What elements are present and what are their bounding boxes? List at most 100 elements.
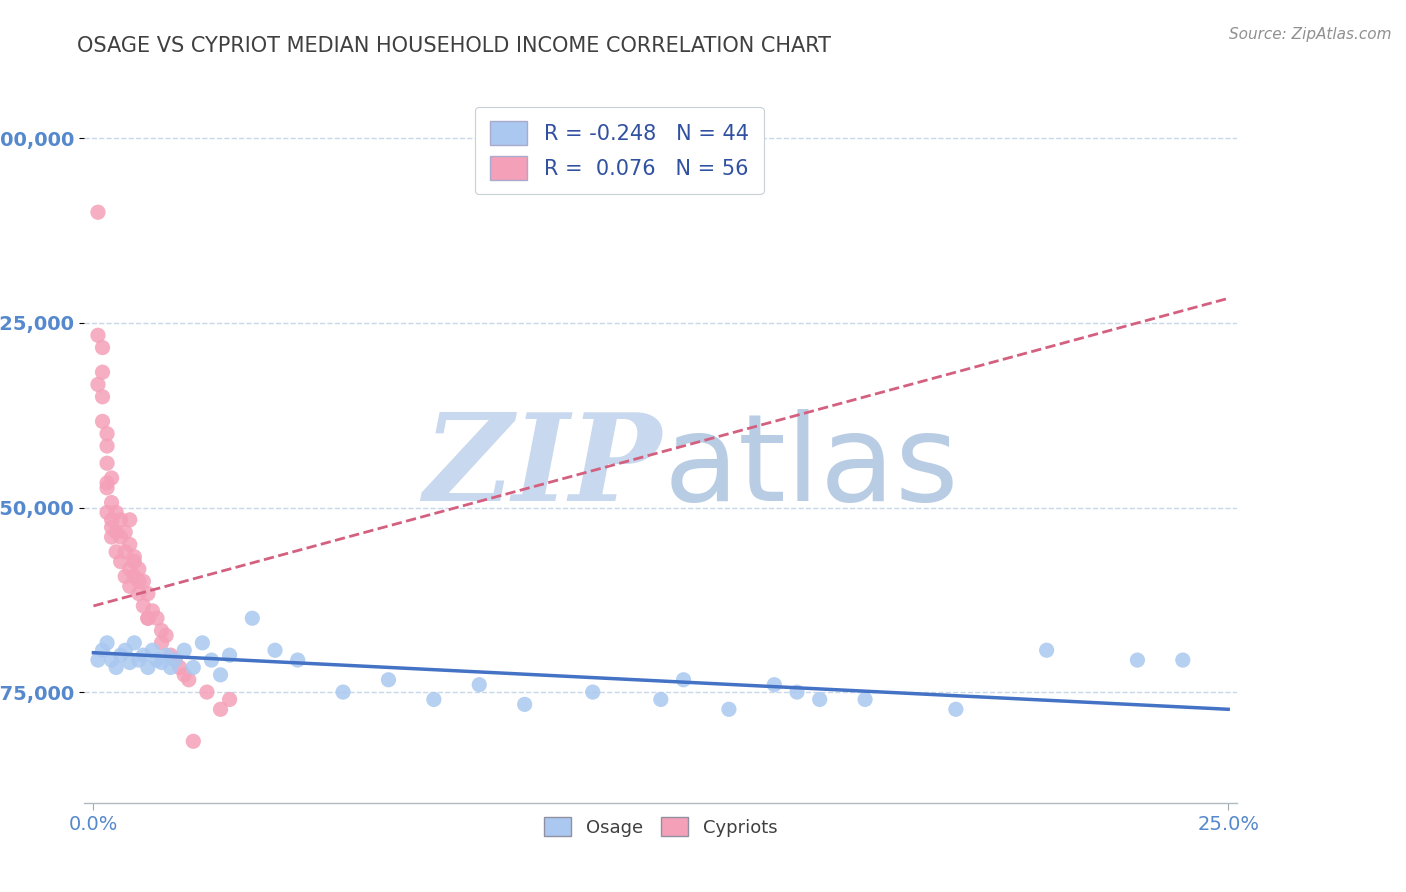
Point: [118, 656, 141, 670]
Point: [136, 611, 159, 625]
Point: [96, 505, 118, 519]
Point: [287, 653, 309, 667]
Point: [377, 673, 399, 687]
Point: [118, 562, 141, 576]
Point: [100, 520, 122, 534]
Text: Source: ZipAtlas.com: Source: ZipAtlas.com: [1229, 27, 1392, 42]
Point: [181, 734, 204, 748]
Legend: Osage, Cypriots: Osage, Cypriots: [537, 810, 785, 844]
Point: [672, 673, 695, 687]
Point: [87, 328, 110, 343]
Point: [87, 205, 110, 219]
Point: [118, 537, 141, 551]
Point: [150, 624, 173, 638]
Point: [100, 495, 122, 509]
Point: [87, 377, 110, 392]
Point: [141, 643, 163, 657]
Point: [105, 545, 128, 559]
Point: [132, 648, 155, 662]
Point: [141, 604, 163, 618]
Point: [114, 525, 136, 540]
Point: [423, 692, 446, 706]
Point: [191, 636, 214, 650]
Point: [114, 643, 136, 657]
Point: [240, 611, 263, 625]
Point: [132, 599, 155, 613]
Point: [165, 653, 187, 667]
Point: [195, 685, 218, 699]
Point: [165, 653, 187, 667]
Point: [91, 390, 114, 404]
Point: [100, 513, 122, 527]
Point: [146, 611, 169, 625]
Point: [146, 653, 169, 667]
Point: [105, 505, 128, 519]
Point: [209, 702, 232, 716]
Point: [218, 692, 240, 706]
Point: [150, 656, 173, 670]
Point: [100, 653, 122, 667]
Point: [332, 685, 354, 699]
Point: [853, 692, 876, 706]
Point: [1126, 653, 1149, 667]
Point: [91, 643, 114, 657]
Point: [150, 636, 173, 650]
Point: [808, 692, 831, 706]
Point: [136, 587, 159, 601]
Point: [124, 555, 146, 569]
Point: [650, 692, 672, 706]
Point: [110, 513, 132, 527]
Point: [177, 673, 200, 687]
Point: [513, 698, 536, 712]
Point: [200, 653, 222, 667]
Point: [110, 530, 132, 544]
Text: atlas: atlas: [664, 409, 959, 526]
Point: [209, 668, 232, 682]
Point: [159, 648, 181, 662]
Point: [128, 562, 150, 576]
Point: [159, 660, 181, 674]
Point: [96, 426, 118, 441]
Point: [173, 668, 195, 682]
Point: [128, 587, 150, 601]
Point: [169, 660, 191, 674]
Point: [114, 545, 136, 559]
Point: [110, 555, 132, 569]
Point: [91, 414, 114, 428]
Point: [124, 569, 146, 583]
Point: [118, 579, 141, 593]
Point: [173, 643, 195, 657]
Point: [264, 643, 287, 657]
Point: [118, 513, 141, 527]
Point: [218, 648, 240, 662]
Point: [136, 660, 159, 674]
Point: [105, 525, 128, 540]
Point: [763, 678, 786, 692]
Point: [124, 636, 146, 650]
Point: [132, 574, 155, 589]
Text: ZIP: ZIP: [423, 409, 661, 526]
Point: [100, 471, 122, 485]
Point: [100, 530, 122, 544]
Point: [155, 628, 177, 642]
Point: [128, 653, 150, 667]
Point: [136, 611, 159, 625]
Point: [717, 702, 740, 716]
Point: [87, 653, 110, 667]
Text: OSAGE VS CYPRIOT MEDIAN HOUSEHOLD INCOME CORRELATION CHART: OSAGE VS CYPRIOT MEDIAN HOUSEHOLD INCOME…: [77, 36, 831, 55]
Point: [786, 685, 808, 699]
Point: [128, 574, 150, 589]
Point: [945, 702, 967, 716]
Point: [155, 648, 177, 662]
Point: [1035, 643, 1057, 657]
Point: [91, 341, 114, 355]
Point: [96, 456, 118, 470]
Point: [96, 475, 118, 490]
Point: [110, 648, 132, 662]
Point: [114, 569, 136, 583]
Point: [468, 678, 491, 692]
Point: [96, 481, 118, 495]
Point: [96, 439, 118, 453]
Point: [96, 636, 118, 650]
Point: [124, 549, 146, 564]
